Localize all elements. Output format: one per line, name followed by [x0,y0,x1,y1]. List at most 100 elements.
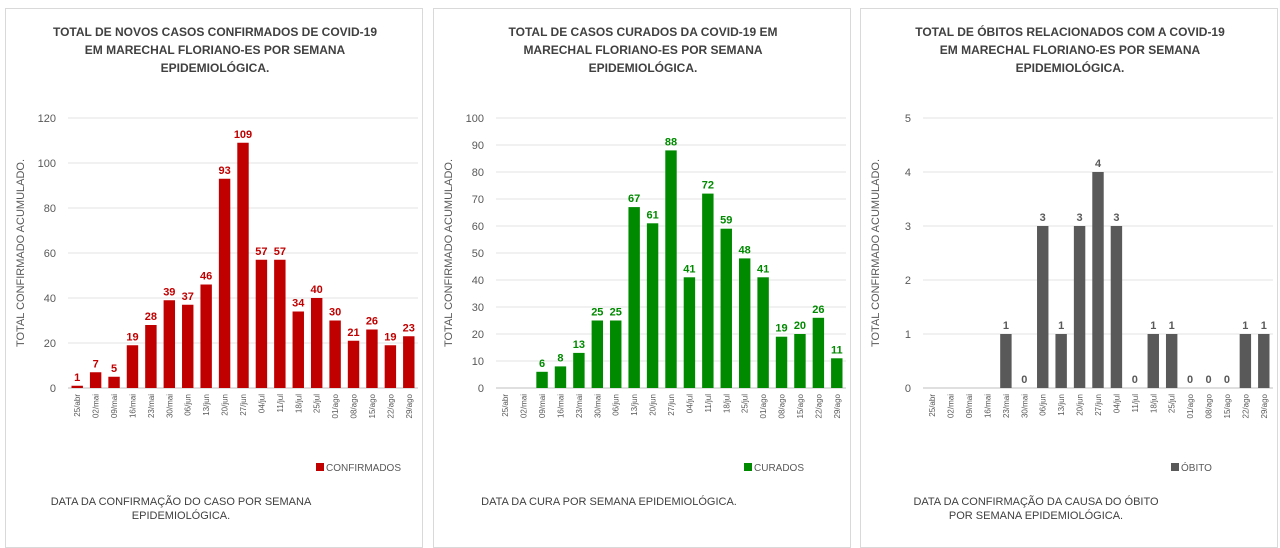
value-label: 1 [1150,320,1156,332]
bar [126,345,139,388]
value-label: 3 [1077,212,1083,224]
y-tick-label: 2 [905,275,911,287]
bar [200,284,212,388]
x-tick-label: 29/ago [833,393,842,418]
value-label: 30 [329,307,341,319]
value-label: 109 [234,129,252,141]
x-tick-label: 23/mai [147,394,156,418]
x-tick-label: 20/jun [1076,394,1085,416]
value-label: 25 [591,307,603,319]
x-tick-label: 29/ago [1260,393,1269,418]
y-tick-label: 70 [472,194,484,206]
bar [237,142,249,388]
x-tick-label: 27/jun [667,394,676,416]
value-label: 7 [93,358,99,370]
value-label: 1 [1058,320,1064,332]
value-label: 1 [1242,320,1248,332]
bar [794,334,806,388]
x-tick-label: 25/abr [501,394,510,417]
chart-title: TOTAL DE CASOS CURADOS DA COVID-19 EM MA… [508,25,778,75]
x-tick-label: 30/mai [593,394,602,418]
legend-swatch [1171,463,1179,471]
x-tick-label: 13/jun [1057,394,1066,416]
bar [720,228,732,388]
bar [591,320,604,388]
bar [403,336,415,388]
value-label: 0 [1187,374,1193,386]
bar [702,193,714,388]
bar [757,277,769,388]
value-label: 61 [646,209,658,221]
value-label: 28 [145,311,157,323]
x-tick-label: 11/jul [1131,394,1140,413]
bar [274,259,286,388]
bar [665,150,677,388]
y-tick-label: 50 [472,248,484,260]
value-label: 88 [665,136,677,148]
x-tick-label: 22/ago [814,393,823,418]
y-tick-label: 0 [478,383,484,395]
value-label: 0 [1021,374,1027,386]
bar [384,345,397,388]
x-axis-label: DATA DA CONFIRMAÇÃO DA CAUSA DO ÓBITO PO… [913,496,1159,522]
chart-panel: 0 1 2 3 4 5 TOTAL CONFIRMADO ACUMULADO. 25/abr 0… [860,8,1278,548]
x-tick-label: 08/ago [350,393,359,418]
x-tick-label: 16/mai [556,394,565,418]
bar [182,304,194,388]
x-tick-label: 11/jul [276,394,285,413]
y-axis-label: TOTAL CONFIRMADO ACUMULADO. [870,159,882,347]
bar [366,329,378,388]
value-label: 41 [683,263,695,275]
x-tick-label: 29/ago [405,393,414,418]
y-tick-label: 0 [50,383,56,395]
chart: 0 10 20 30 40 50 60 70 80 90 100 TOTAL CONFIRMADO A… [443,113,846,474]
value-label: 21 [347,327,359,339]
legend-label: CURADOS [754,463,804,474]
value-label: 26 [366,316,378,328]
bar [1073,226,1086,388]
value-label: 4 [1095,158,1102,170]
value-label: 46 [200,271,212,283]
bar [163,300,176,388]
bar [1037,226,1049,388]
x-tick-label: 30/mai [1020,394,1029,418]
value-label: 57 [255,246,267,258]
x-tick-label: 25/jul [1168,394,1177,413]
x-tick-label: 15/ago [1223,393,1232,418]
y-tick-label: 1 [905,329,911,341]
chart: 0 20 40 60 80 100 120 TOTAL CONFIRMADO ACUMULAD… [15,113,418,474]
y-tick-label: 40 [44,293,56,305]
value-label: 41 [757,263,769,275]
bar [255,259,268,388]
chart-title: TOTAL DE NOVOS CASOS CONFIRMADOS DE COVI… [52,25,378,75]
value-label: 3 [1113,212,1119,224]
x-tick-label: 01/ago [759,393,768,418]
y-tick-label: 4 [905,167,911,179]
y-tick-label: 80 [44,203,56,215]
y-tick-label: 60 [472,221,484,233]
bar [71,385,83,388]
y-tick-label: 30 [472,302,484,314]
value-label: 8 [557,352,563,364]
x-tick-label: 11/jul [704,394,713,413]
chart-panel: 0 20 40 60 80 100 120 TOTAL CONFIRMADO ACUMULAD… [5,8,423,548]
legend-label: ÓBITO [1181,461,1212,474]
legend-label: CONFIRMADOS [326,463,401,474]
bar [573,352,585,388]
x-tick-label: 01/ago [331,393,340,418]
value-label: 67 [628,193,640,205]
value-label: 3 [1040,212,1046,224]
x-tick-label: 25/jul [313,394,322,413]
bar [683,277,696,388]
bar [1110,226,1123,388]
chart: 0 1 2 3 4 5 TOTAL CONFIRMADO ACUMULADO. 25/abr 0… [870,113,1273,474]
x-tick-label: 02/mai [947,394,956,418]
y-tick-label: 100 [466,113,484,125]
value-label: 19 [384,331,396,343]
value-label: 5 [111,363,117,375]
x-tick-label: 27/jun [1094,394,1103,416]
value-label: 40 [311,284,323,296]
bar [329,320,341,388]
y-tick-label: 10 [472,356,484,368]
value-label: 0 [1132,374,1138,386]
